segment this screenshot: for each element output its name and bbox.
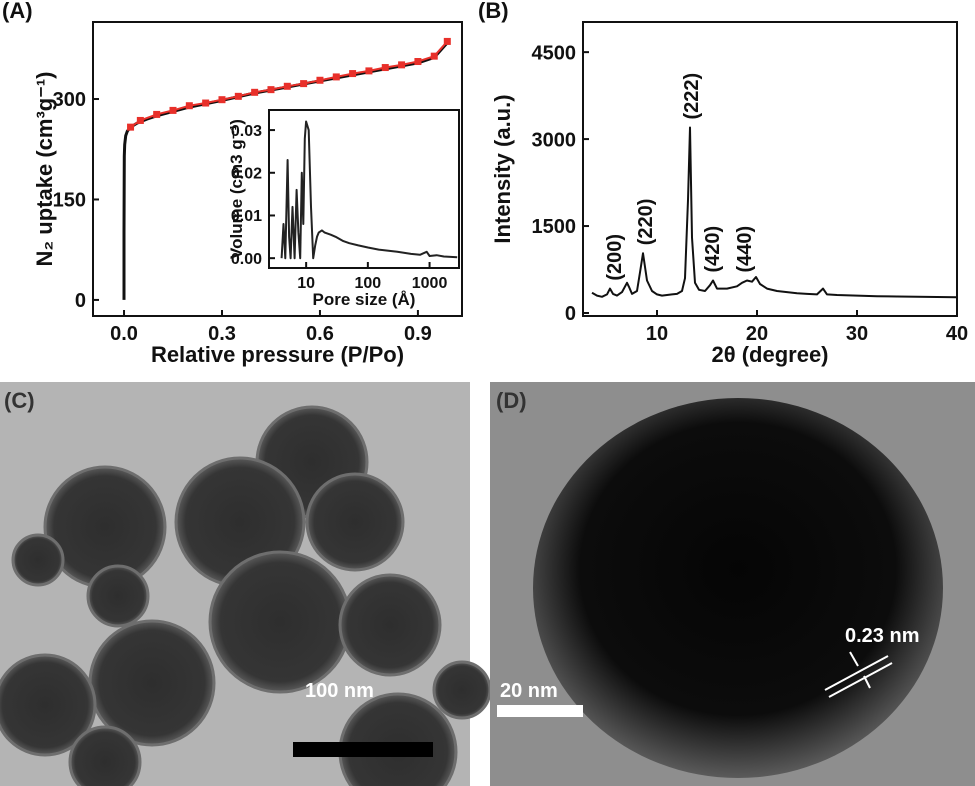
- data-marker: [202, 99, 210, 107]
- x-tick-label: 0.9: [404, 323, 432, 345]
- panel-label: (B): [478, 0, 509, 23]
- x-axis-title: Pore size (Å): [313, 290, 416, 309]
- plot-frame: [92, 21, 463, 317]
- data-marker: [398, 61, 406, 69]
- spacing-label: 0.23 nm: [845, 625, 919, 647]
- x-tick-label: 30: [846, 323, 868, 345]
- data-line: [591, 126, 958, 299]
- data-marker: [414, 58, 422, 66]
- plot-frame: [582, 21, 958, 317]
- x-tick-label: 10: [646, 323, 668, 345]
- tem-image-c: [0, 382, 492, 786]
- data-marker: [381, 64, 389, 72]
- data-marker: [136, 116, 144, 124]
- panel-label: (C): [4, 388, 35, 413]
- data-marker: [169, 106, 177, 114]
- scale-bar-label: 100 nm: [305, 680, 374, 702]
- y-tick-label: 4500: [532, 42, 577, 64]
- data-marker: [153, 110, 161, 118]
- peak-label: (420): [702, 226, 724, 273]
- data-marker: [430, 52, 438, 60]
- peak-label: (440): [734, 226, 756, 273]
- y-axis-title: Volume (cm3 g⁻¹): [227, 119, 246, 259]
- x-tick-label: 10: [297, 275, 315, 292]
- data-marker: [283, 82, 291, 90]
- data-marker: [443, 37, 451, 45]
- data-marker: [332, 73, 340, 81]
- scale-bar-label: 20 nm: [500, 680, 558, 702]
- data-line: [280, 120, 458, 260]
- y-tick-label: 150: [53, 190, 86, 212]
- data-marker: [127, 123, 135, 131]
- data-marker: [349, 70, 357, 78]
- data-marker: [365, 67, 373, 75]
- panel-label: (A): [2, 0, 33, 23]
- data-marker: [316, 76, 324, 84]
- x-tick-label: 0.0: [110, 323, 138, 345]
- plot-frame: [268, 109, 460, 269]
- y-axis-title: N₂ uptake (cm³g⁻¹): [32, 72, 57, 267]
- peak-label: (222): [681, 73, 703, 120]
- y-tick-label: 0: [565, 303, 576, 325]
- x-tick-label: 40: [946, 323, 968, 345]
- y-tick-label: 0.02: [231, 166, 262, 183]
- y-tick-label: 3000: [532, 129, 577, 151]
- y-tick-label: 0.01: [231, 208, 262, 225]
- peak-label: (220): [635, 199, 657, 246]
- data-marker: [251, 88, 259, 96]
- x-tick-label: 100: [355, 275, 382, 292]
- y-tick-label: 0.00: [231, 251, 262, 268]
- peak-label: (200): [604, 234, 626, 281]
- y-tick-label: 0: [75, 290, 86, 312]
- x-tick-label: 0.6: [306, 323, 334, 345]
- data-marker: [185, 102, 193, 110]
- data-marker: [300, 80, 308, 88]
- tem-image-d: [490, 382, 975, 786]
- y-tick-label: 1500: [532, 216, 577, 238]
- x-tick-label: 1000: [412, 275, 448, 292]
- data-marker: [267, 86, 275, 94]
- x-axis-title: 2θ (degree): [711, 342, 828, 367]
- x-axis-title: Relative pressure (P/Po): [151, 342, 404, 367]
- x-tick-label: 0.3: [208, 323, 236, 345]
- data-marker: [218, 96, 226, 104]
- y-tick-label: 0.03: [231, 123, 262, 140]
- y-tick-label: 300: [53, 89, 86, 111]
- x-tick-label: 20: [746, 323, 768, 345]
- data-marker: [234, 92, 242, 100]
- y-axis-title: Intensity (a.u.): [490, 94, 515, 243]
- panel-label: (D): [496, 388, 527, 413]
